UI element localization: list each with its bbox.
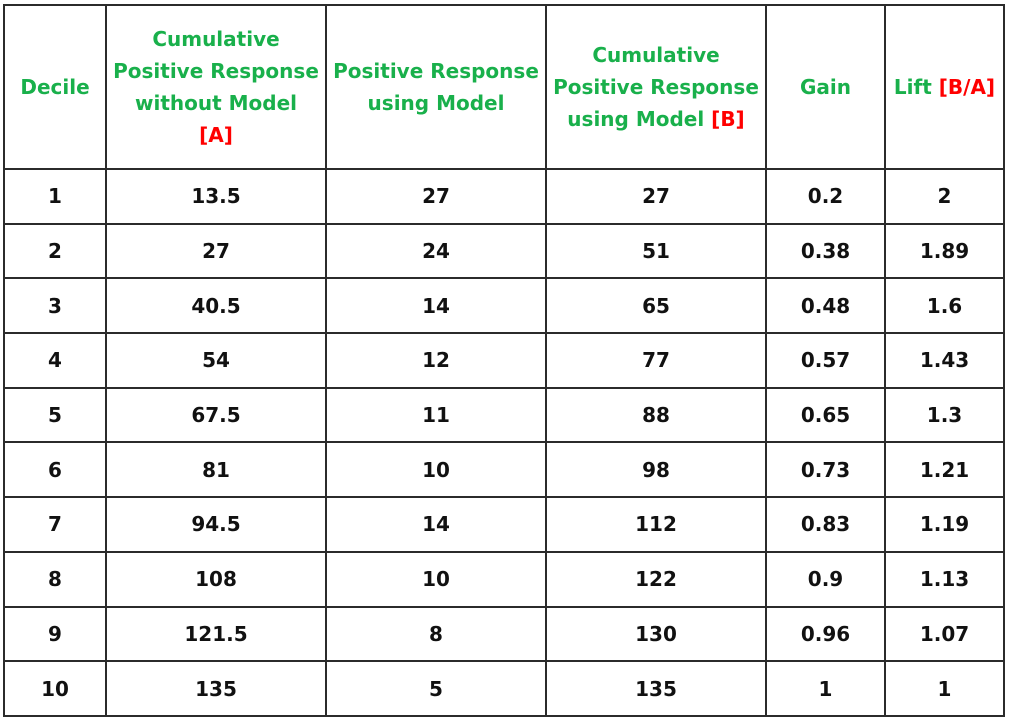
- cell-decile: 9: [3, 605, 107, 663]
- cell-gain: 0.83: [765, 496, 886, 553]
- cell-pos-using: 27: [325, 168, 547, 225]
- header-lift-line-1: Lift: [893, 75, 932, 99]
- header-gain: Gain: [765, 4, 886, 170]
- cell-pos-using: 24: [325, 222, 547, 280]
- cell-cum-without: 40.5: [105, 277, 327, 335]
- cell-pos-using: 14: [325, 277, 547, 335]
- cell-pos-using: 10: [325, 550, 547, 608]
- table-row: 2 27 24 51 0.38 1.89: [3, 222, 1005, 280]
- cell-gain: 0.38: [765, 222, 886, 280]
- gain-lift-table: Decile Cumulative Positive Response with…: [3, 4, 1005, 717]
- header-lift-ref: [B/A]: [938, 75, 996, 99]
- cell-cum-using: 122: [545, 550, 767, 608]
- cell-lift: 1.07: [884, 605, 1005, 663]
- header-cum-without-line-1: Cumulative: [152, 27, 280, 51]
- header-gain-line-1: Gain: [799, 75, 851, 99]
- cell-pos-using: 12: [325, 332, 547, 389]
- header-cum-without-ref: [A]: [199, 123, 233, 147]
- cell-decile: 1: [3, 168, 107, 225]
- cell-gain: 1: [765, 660, 886, 717]
- cell-decile: 10: [3, 660, 107, 717]
- header-cum-using-line-1: Cumulative: [592, 43, 720, 67]
- cell-decile: 3: [3, 277, 107, 335]
- header-positive-response-using-model: Positive Response using Model: [325, 4, 547, 170]
- table-row: 9 121.5 8 130 0.96 1.07: [3, 605, 1005, 663]
- table-row: 1 13.5 27 27 0.2 2: [3, 168, 1005, 225]
- cell-cum-without: 108: [105, 550, 327, 608]
- table-row: 3 40.5 14 65 0.48 1.6: [3, 277, 1005, 335]
- cell-lift: 1.19: [884, 496, 1005, 553]
- cell-decile: 2: [3, 222, 107, 280]
- table-row: 5 67.5 11 88 0.65 1.3: [3, 386, 1005, 444]
- cell-cum-without: 94.5: [105, 496, 327, 553]
- cell-cum-without: 121.5: [105, 605, 327, 663]
- cell-cum-using: 65: [545, 277, 767, 335]
- cell-cum-using: 112: [545, 496, 767, 553]
- cell-decile: 7: [3, 496, 107, 553]
- cell-decile: 4: [3, 332, 107, 389]
- header-cumulative-without-model: Cumulative Positive Response without Mod…: [105, 4, 327, 170]
- header-cum-without-line-3: without Model: [134, 91, 297, 115]
- cell-cum-using: 130: [545, 605, 767, 663]
- cell-gain: 0.2: [765, 168, 886, 225]
- cell-cum-using: 98: [545, 441, 767, 499]
- header-decile-line-1: Decile: [20, 75, 90, 99]
- table-body: 1 13.5 27 27 0.2 2 2 27 24 51 0.38 1.89 3 40.5 14 65 0.4…: [3, 168, 1005, 717]
- header-cum-without-line-2: Positive Response: [113, 59, 319, 83]
- cell-cum-using: 77: [545, 332, 767, 389]
- header-cumulative-using-model: Cumulative Positive Response using Model…: [545, 4, 767, 170]
- cell-lift: 1.43: [884, 332, 1005, 389]
- header-cum-using-line-2: Positive Response: [553, 75, 759, 99]
- header-cum-using-line-3: using Model: [567, 107, 705, 131]
- cell-gain: 0.65: [765, 386, 886, 444]
- cell-gain: 0.57: [765, 332, 886, 389]
- header-pos-using-line-1: Positive Response: [333, 59, 539, 83]
- cell-lift: 1.13: [884, 550, 1005, 608]
- cell-cum-using: 88: [545, 386, 767, 444]
- table-row: 10 135 5 135 1 1: [3, 660, 1005, 717]
- header-pos-using-line-2: using Model: [367, 91, 505, 115]
- header-decile: Decile: [3, 4, 107, 170]
- cell-cum-using: 135: [545, 660, 767, 717]
- table-row: 4 54 12 77 0.57 1.43: [3, 332, 1005, 389]
- cell-gain: 0.73: [765, 441, 886, 499]
- cell-lift: 1.6: [884, 277, 1005, 335]
- cell-lift: 2: [884, 168, 1005, 225]
- table-row: 6 81 10 98 0.73 1.21: [3, 441, 1005, 499]
- cell-pos-using: 10: [325, 441, 547, 499]
- cell-cum-without: 27: [105, 222, 327, 280]
- cell-cum-without: 135: [105, 660, 327, 717]
- cell-pos-using: 5: [325, 660, 547, 717]
- cell-cum-using: 27: [545, 168, 767, 225]
- table-row: 7 94.5 14 112 0.83 1.19: [3, 496, 1005, 553]
- cell-gain: 0.96: [765, 605, 886, 663]
- cell-cum-without: 81: [105, 441, 327, 499]
- cell-gain: 0.9: [765, 550, 886, 608]
- cell-decile: 8: [3, 550, 107, 608]
- header-lift: Lift [B/A]: [884, 4, 1005, 170]
- header-cum-using-ref: [B]: [711, 107, 745, 131]
- cell-lift: 1.3: [884, 386, 1005, 444]
- cell-cum-using: 51: [545, 222, 767, 280]
- cell-cum-without: 54: [105, 332, 327, 389]
- cell-cum-without: 13.5: [105, 168, 327, 225]
- cell-pos-using: 11: [325, 386, 547, 444]
- cell-pos-using: 14: [325, 496, 547, 553]
- cell-decile: 6: [3, 441, 107, 499]
- table-row: 8 108 10 122 0.9 1.13: [3, 550, 1005, 608]
- cell-gain: 0.48: [765, 277, 886, 335]
- cell-lift: 1.21: [884, 441, 1005, 499]
- cell-cum-without: 67.5: [105, 386, 327, 444]
- cell-lift: 1: [884, 660, 1005, 717]
- cell-pos-using: 8: [325, 605, 547, 663]
- header-row: Decile Cumulative Positive Response with…: [3, 4, 1005, 170]
- cell-decile: 5: [3, 386, 107, 444]
- cell-lift: 1.89: [884, 222, 1005, 280]
